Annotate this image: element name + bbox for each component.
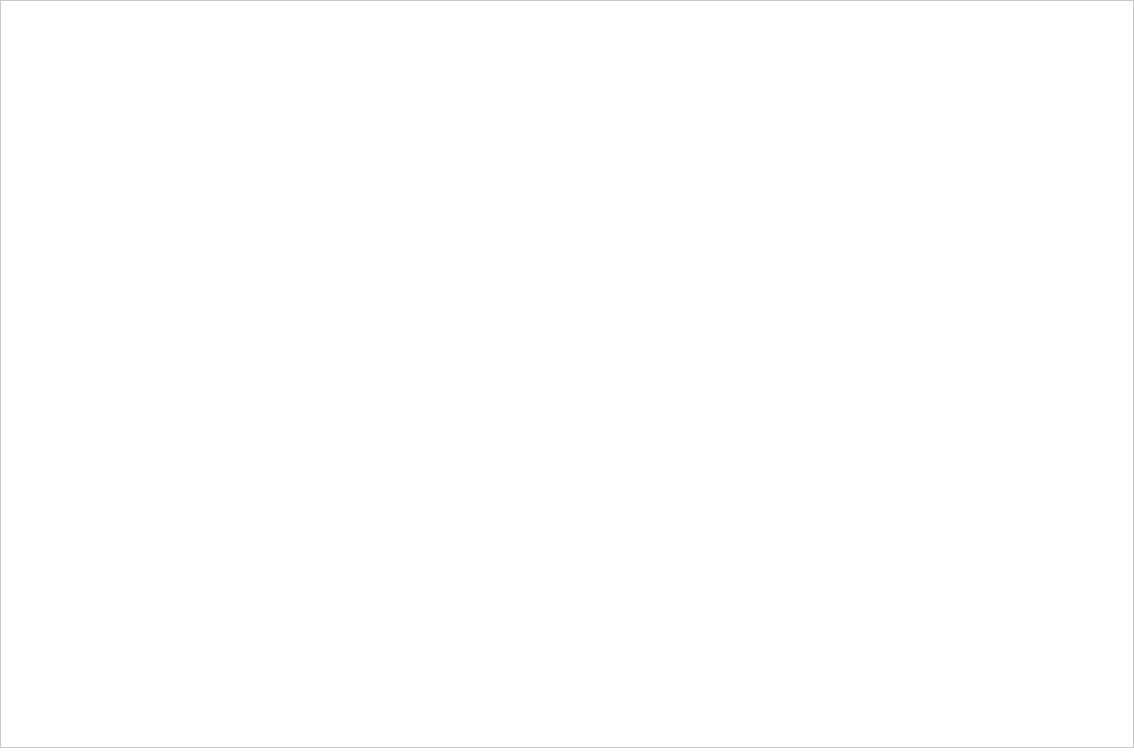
figure-border — [0, 0, 1134, 748]
sounding-figure — [0, 0, 1134, 748]
